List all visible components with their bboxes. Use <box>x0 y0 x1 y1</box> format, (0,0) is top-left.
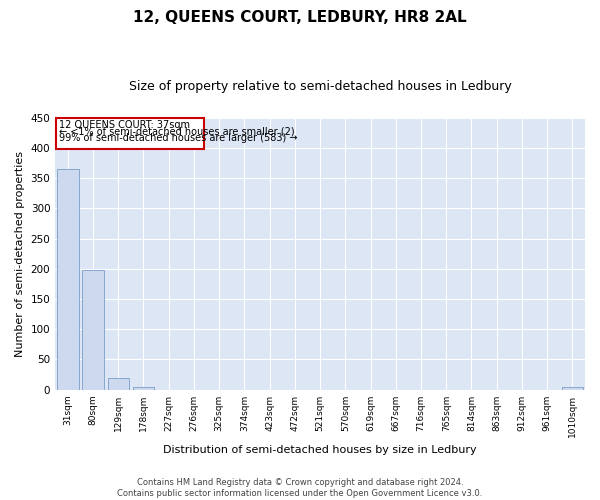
Text: Contains HM Land Registry data © Crown copyright and database right 2024.
Contai: Contains HM Land Registry data © Crown c… <box>118 478 482 498</box>
Bar <box>57 169 79 390</box>
Text: 99% of semi-detached houses are larger (583) →: 99% of semi-detached houses are larger (… <box>59 134 298 143</box>
Bar <box>133 386 154 390</box>
Text: 12, QUEENS COURT, LEDBURY, HR8 2AL: 12, QUEENS COURT, LEDBURY, HR8 2AL <box>133 10 467 25</box>
Bar <box>107 378 129 390</box>
Title: Size of property relative to semi-detached houses in Ledbury: Size of property relative to semi-detach… <box>129 80 511 93</box>
Bar <box>82 270 104 390</box>
Bar <box>562 386 583 390</box>
Text: 12 QUEENS COURT: 37sqm: 12 QUEENS COURT: 37sqm <box>59 120 190 130</box>
Y-axis label: Number of semi-detached properties: Number of semi-detached properties <box>15 150 25 356</box>
X-axis label: Distribution of semi-detached houses by size in Ledbury: Distribution of semi-detached houses by … <box>163 445 477 455</box>
FancyBboxPatch shape <box>56 118 204 149</box>
Text: ← <1% of semi-detached houses are smaller (2): ← <1% of semi-detached houses are smalle… <box>59 126 295 136</box>
